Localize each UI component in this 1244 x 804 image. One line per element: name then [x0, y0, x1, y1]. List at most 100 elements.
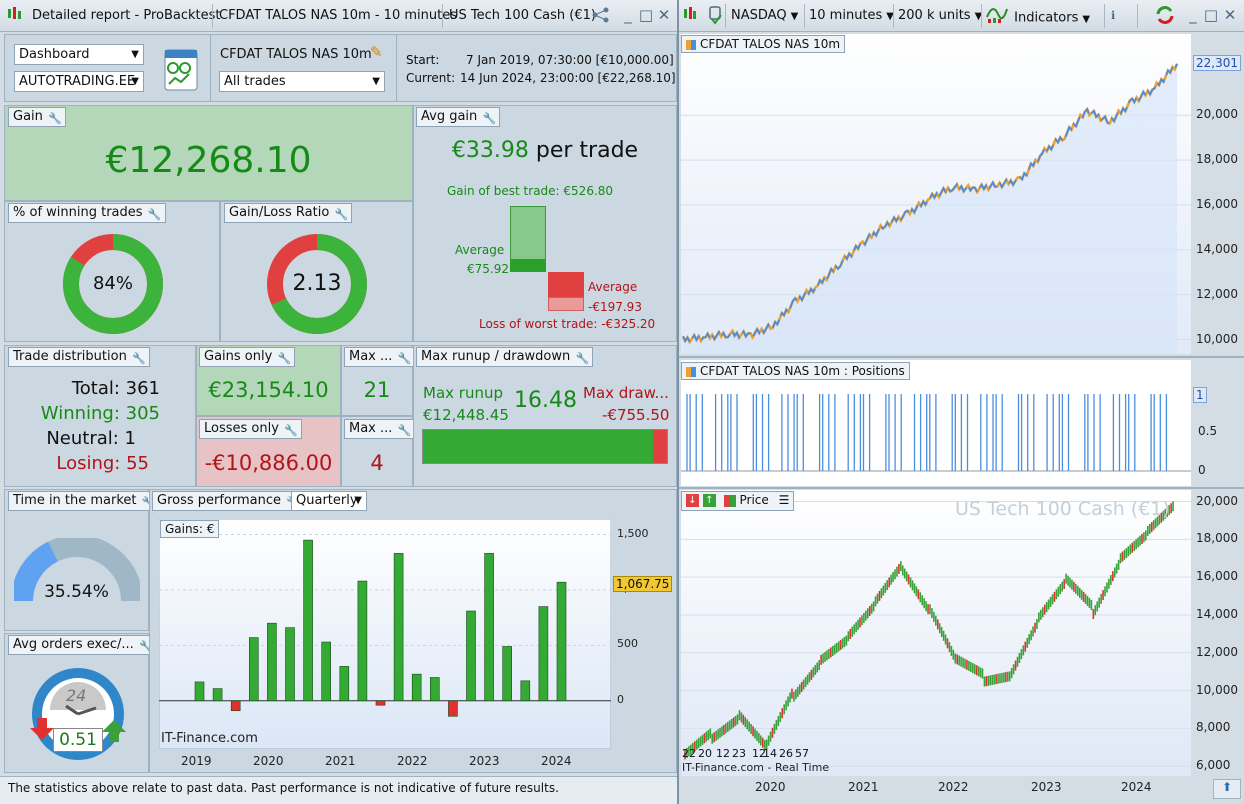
wrench-icon[interactable]: 🔧: [277, 352, 292, 365]
winning-pct-donut: [63, 234, 163, 334]
price-xtick: 2021: [848, 780, 879, 794]
gain-loss-label[interactable]: Gain/Loss Ratio 🔧: [224, 203, 353, 223]
gross-xtick: 2024: [541, 754, 572, 768]
timeframe-select[interactable]: 10 minutes ▼: [809, 8, 894, 23]
price-label: Price: [739, 493, 769, 507]
refresh-icon[interactable]: [1154, 5, 1176, 27]
avg-pos-label: Average: [455, 243, 505, 257]
gains-only-label[interactable]: Gains only 🔧: [199, 347, 296, 367]
wrench-icon[interactable]: 🔧: [334, 208, 349, 221]
trade-count-label: 14: [763, 747, 777, 760]
avg-orders-label[interactable]: Avg orders exec/... 🔧: [8, 635, 157, 655]
list-icon[interactable]: ☰: [778, 493, 790, 507]
info-icon[interactable]: ℹ: [1111, 9, 1116, 22]
indicators-button[interactable]: Indicators ▼: [986, 5, 1098, 27]
gross-bar: [429, 677, 440, 702]
gross-xtick: 2021: [325, 754, 356, 768]
wrench-icon[interactable]: 🔧: [132, 352, 146, 365]
trade-count-label: 26: [779, 747, 793, 760]
avg-gain-row: €33.98 per trade: [413, 138, 677, 163]
runup-bar-fill: [423, 430, 654, 463]
order-down-icon[interactable]: ↓: [686, 494, 699, 507]
time-in-market-value: 35.54%: [44, 582, 109, 602]
chevron-down-icon: ▼: [372, 76, 380, 87]
wrench-icon[interactable]: 🔧: [397, 424, 412, 437]
edit-icon[interactable]: ✎: [370, 43, 383, 61]
share-icon[interactable]: [592, 7, 609, 23]
gross-watermark: IT-Finance.com: [161, 731, 258, 746]
units-select[interactable]: 200 k units ▼: [898, 8, 983, 23]
wrench-icon[interactable]: 🔧: [147, 208, 162, 221]
avg-pos-value: €75.92: [467, 262, 509, 276]
gross-bar: [502, 646, 513, 702]
gross-current-tag: 1,067.75: [613, 576, 673, 592]
avg-gain-label[interactable]: Avg gain 🔧: [416, 107, 501, 127]
trade-winning: Winning: 305: [40, 403, 160, 424]
app-title: Detailed report - ProBacktest: [32, 8, 221, 23]
trade-neutral: Neutral: 1: [46, 428, 136, 449]
minimize-icon[interactable]: _: [624, 6, 632, 24]
wrench-icon[interactable]: 🔧: [48, 112, 62, 125]
maximize-icon[interactable]: □: [638, 6, 654, 24]
winning-pct-label[interactable]: % of winning trades 🔧: [8, 203, 166, 223]
chevron-down-icon: ▼: [790, 11, 799, 22]
current-value: 14 Jun 2024, 23:00:00 [€22,268.10]: [460, 71, 676, 85]
gross-bar: [321, 641, 331, 702]
gain-loss-donut: [267, 234, 367, 334]
gross-bar: [339, 666, 350, 702]
close-icon[interactable]: ✕: [1223, 6, 1237, 24]
market-select[interactable]: NASDAQ ▼: [731, 8, 799, 23]
runup-label[interactable]: Max runup / drawdown 🔧: [416, 347, 594, 367]
gross-bar: [303, 539, 313, 702]
best-trade-label: Gain of best trade: €526.80: [447, 184, 614, 198]
wrench-icon[interactable]: 🔧: [575, 352, 590, 365]
gross-perf-label[interactable]: Gross performance🔧: [152, 491, 305, 511]
gross-bar: [466, 610, 476, 702]
link-icon[interactable]: [707, 5, 727, 27]
equity-ytick: 12,000: [1196, 286, 1238, 301]
chevron-down-icon: ▼: [1082, 13, 1091, 25]
view-select[interactable]: Dashboard ▼: [14, 44, 144, 65]
instrument-tab[interactable]: US Tech 100 Cash (€1): [449, 8, 596, 23]
price-ytick: 12,000: [1196, 644, 1238, 659]
equity-title: CFDAT TALOS NAS 10m: [681, 35, 846, 53]
gain-label[interactable]: Gain 🔧: [8, 107, 66, 127]
trades-select[interactable]: All trades ▼: [219, 71, 385, 92]
equity-chart: [681, 34, 1191, 354]
gain-loss-value: 2.13: [292, 271, 342, 296]
equity-ytick: 10,000: [1196, 331, 1238, 346]
minimize-icon[interactable]: _: [1189, 6, 1197, 24]
right-toolbar: NASDAQ ▼ 10 minutes ▼ 200 k units ▼ Indicat…: [679, 0, 1244, 32]
wrench-icon[interactable]: 🔧: [284, 424, 298, 437]
gross-bar: [411, 673, 422, 702]
close-icon[interactable]: ✕: [657, 6, 671, 24]
max-consec-loss-label[interactable]: Max ... 🔧: [344, 419, 416, 439]
left-titlebar: Detailed report - ProBacktest CFDAT TALO…: [0, 0, 677, 32]
wrench-icon[interactable]: 🔧: [482, 112, 497, 125]
account-select[interactable]: AUTOTRADING.EE ▼: [14, 71, 144, 92]
runup-drawdown-bar: [422, 429, 668, 464]
gross-bar: [194, 681, 205, 702]
scroll-corner-icon[interactable]: ⬆: [1213, 779, 1241, 799]
period-select[interactable]: Quarterly ▼: [291, 491, 367, 511]
trade-count-label: 20: [698, 747, 712, 760]
price-ytick: 8,000: [1196, 720, 1231, 735]
max-consec-win-label[interactable]: Max ... 🔧: [344, 347, 416, 367]
gross-bar: [230, 700, 241, 712]
time-in-market-label[interactable]: Time in the market🔧: [8, 491, 160, 511]
runup-ratio: 16.48: [514, 388, 577, 413]
strategy-tab[interactable]: CFDAT TALOS NAS 10m - 10 minutes: [219, 8, 457, 23]
gains-only-value: €23,154.10: [208, 378, 329, 402]
trade-distribution-label[interactable]: Trade distribution 🔧: [8, 347, 150, 367]
equity-line: [682, 63, 1178, 344]
price-toolbar: ↓ ↑ Price ☰: [681, 491, 795, 511]
order-up-icon[interactable]: ↑: [702, 494, 716, 507]
report-icon[interactable]: [163, 46, 201, 92]
gain-value: €12,268.10: [105, 140, 312, 181]
maximize-icon[interactable]: □: [1203, 6, 1219, 24]
gross-bar: [267, 622, 277, 702]
losses-only-label[interactable]: Losses only 🔧: [199, 419, 302, 439]
wrench-icon[interactable]: 🔧: [397, 352, 412, 365]
equity-ytick: 14,000: [1196, 241, 1238, 256]
gross-ytick: 500: [617, 637, 638, 651]
